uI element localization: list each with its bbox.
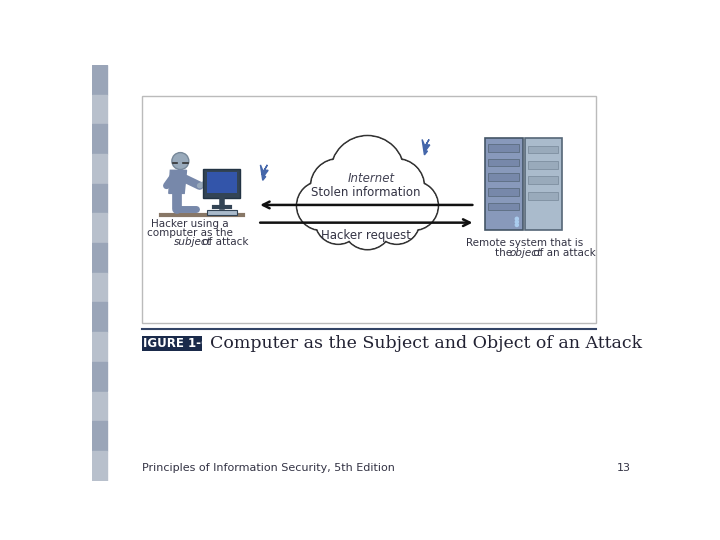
Bar: [92, 213, 107, 243]
Bar: [92, 154, 107, 184]
Circle shape: [343, 200, 392, 249]
Text: Hacker using a: Hacker using a: [150, 219, 228, 229]
Circle shape: [516, 224, 518, 226]
Text: subject: subject: [174, 237, 212, 247]
Circle shape: [297, 181, 346, 231]
FancyBboxPatch shape: [528, 146, 559, 153]
Polygon shape: [261, 165, 268, 180]
FancyBboxPatch shape: [528, 192, 559, 200]
Circle shape: [330, 136, 405, 210]
Polygon shape: [168, 170, 186, 193]
FancyBboxPatch shape: [488, 173, 519, 181]
Bar: [92, 94, 107, 124]
Text: of an attack: of an attack: [530, 248, 595, 258]
Bar: [92, 332, 107, 362]
FancyBboxPatch shape: [204, 168, 240, 198]
Text: object: object: [509, 248, 541, 258]
FancyBboxPatch shape: [488, 188, 519, 195]
FancyBboxPatch shape: [207, 211, 237, 215]
FancyBboxPatch shape: [207, 172, 238, 193]
FancyBboxPatch shape: [485, 138, 523, 231]
Circle shape: [297, 182, 345, 230]
Circle shape: [316, 199, 361, 244]
FancyBboxPatch shape: [525, 138, 562, 231]
Bar: [92, 421, 107, 451]
Text: computer as the: computer as the: [147, 228, 233, 238]
Circle shape: [374, 199, 419, 244]
Bar: [92, 392, 107, 421]
Circle shape: [374, 198, 420, 244]
Bar: [92, 65, 107, 94]
Circle shape: [172, 153, 189, 170]
Bar: [92, 184, 107, 213]
Text: Internet: Internet: [348, 172, 395, 185]
Circle shape: [390, 182, 438, 230]
FancyBboxPatch shape: [142, 96, 596, 323]
Circle shape: [343, 201, 392, 249]
Text: 13: 13: [617, 463, 631, 473]
FancyBboxPatch shape: [488, 159, 519, 166]
Circle shape: [310, 159, 366, 214]
Text: FIGURE 1-6: FIGURE 1-6: [135, 337, 209, 350]
Text: Stolen information: Stolen information: [311, 186, 420, 199]
FancyBboxPatch shape: [488, 144, 519, 152]
Circle shape: [315, 198, 361, 244]
Text: the: the: [495, 248, 516, 258]
Circle shape: [331, 137, 404, 209]
Text: of attack: of attack: [199, 237, 248, 247]
FancyBboxPatch shape: [528, 177, 559, 184]
Bar: [92, 302, 107, 332]
Circle shape: [389, 181, 438, 231]
Circle shape: [516, 220, 518, 224]
Bar: [92, 124, 107, 154]
Circle shape: [516, 217, 518, 220]
FancyBboxPatch shape: [528, 161, 559, 168]
Text: Principles of Information Security, 5th Edition: Principles of Information Security, 5th …: [142, 463, 395, 473]
Text: Remote system that is: Remote system that is: [466, 238, 583, 248]
Bar: [92, 243, 107, 273]
Circle shape: [369, 159, 425, 214]
FancyBboxPatch shape: [142, 336, 202, 351]
Circle shape: [370, 159, 423, 213]
FancyBboxPatch shape: [488, 202, 519, 211]
Polygon shape: [422, 139, 430, 155]
Text: Computer as the Subject and Object of an Attack: Computer as the Subject and Object of an…: [210, 335, 642, 352]
Circle shape: [311, 159, 365, 213]
Bar: [92, 362, 107, 392]
Text: Hacker request: Hacker request: [321, 229, 411, 242]
Bar: [92, 273, 107, 302]
Bar: [92, 451, 107, 481]
